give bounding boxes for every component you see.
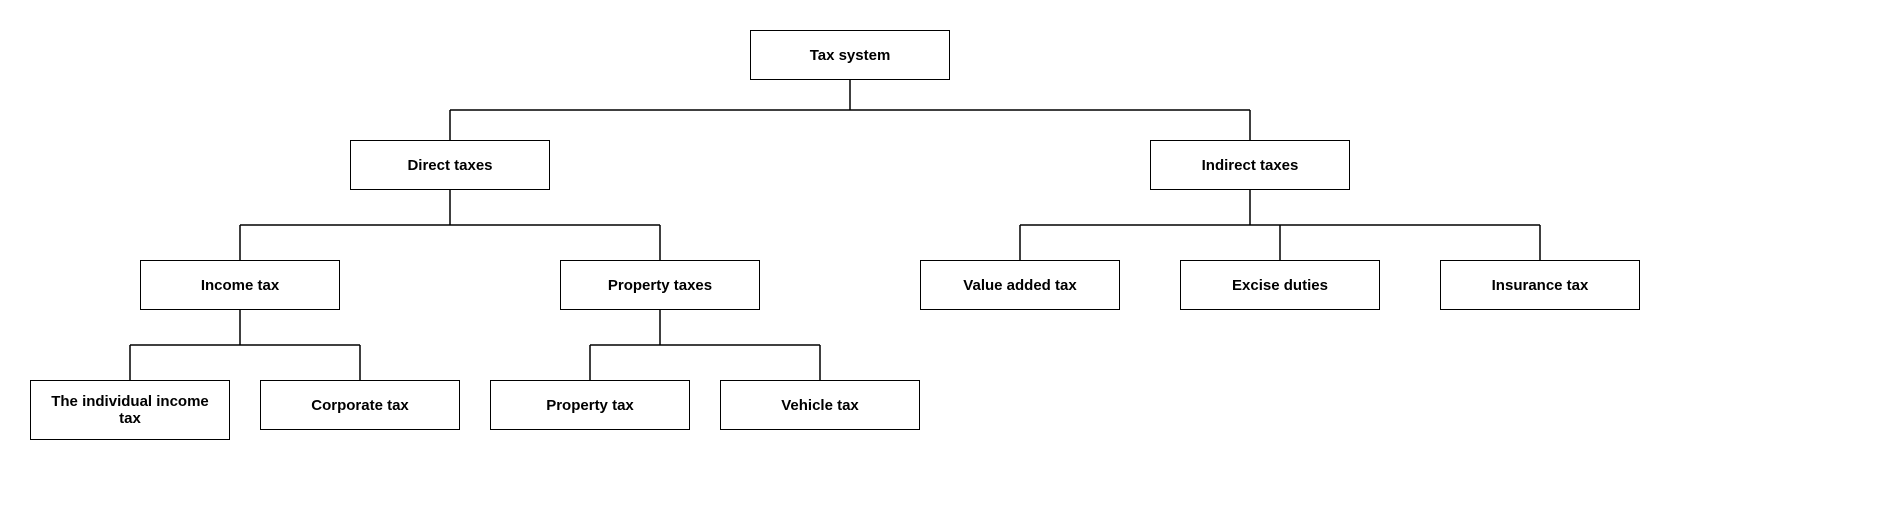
node-individual-income-tax: The individual income tax	[30, 380, 230, 440]
node-vehicle-tax: Vehicle tax	[720, 380, 920, 430]
node-insurance-tax: Insurance tax	[1440, 260, 1640, 310]
node-indirect-taxes: Indirect taxes	[1150, 140, 1350, 190]
node-direct-taxes: Direct taxes	[350, 140, 550, 190]
node-property-taxes: Property taxes	[560, 260, 760, 310]
node-value-added-tax: Value added tax	[920, 260, 1120, 310]
node-excise-duties: Excise duties	[1180, 260, 1380, 310]
node-corporate-tax: Corporate tax	[260, 380, 460, 430]
node-property-tax: Property tax	[490, 380, 690, 430]
node-income-tax: Income tax	[140, 260, 340, 310]
node-tax-system: Tax system	[750, 30, 950, 80]
